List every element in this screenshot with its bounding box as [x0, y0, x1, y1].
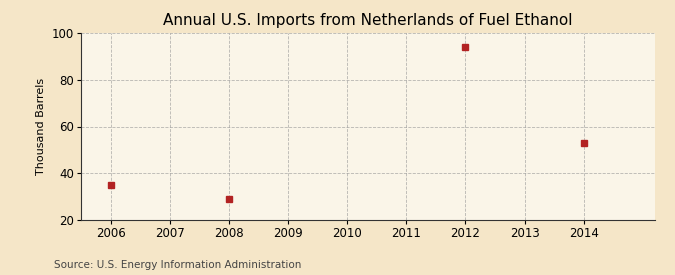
Y-axis label: Thousand Barrels: Thousand Barrels — [36, 78, 47, 175]
Title: Annual U.S. Imports from Netherlands of Fuel Ethanol: Annual U.S. Imports from Netherlands of … — [163, 13, 572, 28]
Text: Source: U.S. Energy Information Administration: Source: U.S. Energy Information Administ… — [54, 260, 301, 270]
